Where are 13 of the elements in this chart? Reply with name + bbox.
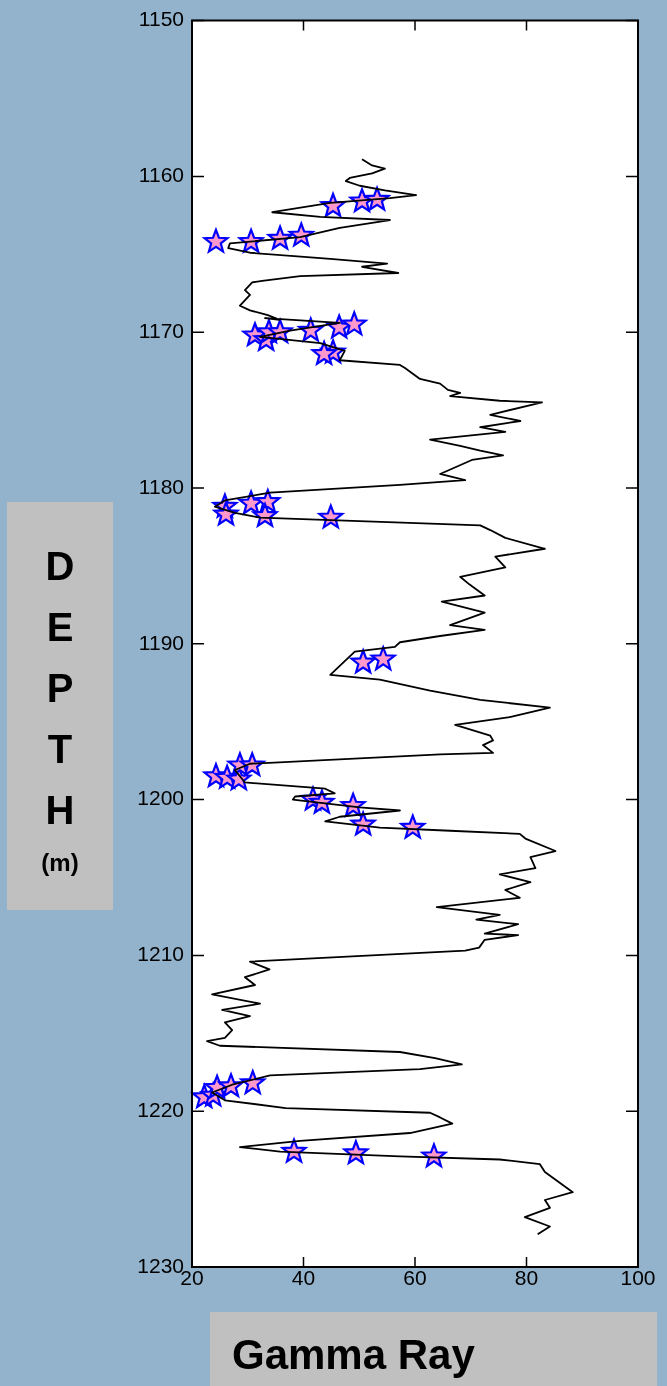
- y-tick-label: 1170: [138, 319, 184, 342]
- x-tick-label: 40: [291, 1266, 316, 1290]
- y-tick-label: 1200: [137, 786, 184, 810]
- y-tick-label: 1160: [138, 163, 184, 187]
- y-tick-label: 1220: [137, 1098, 184, 1121]
- x-tick-label: 60: [403, 1266, 427, 1290]
- x-axis-title: Gamma Ray: [210, 1312, 657, 1386]
- y-tick-label: 1150: [138, 7, 184, 31]
- x-tick-label: 80: [514, 1266, 539, 1290]
- y-axis-title: DEPTH (m): [41, 542, 79, 877]
- y-tick-label: 1210: [137, 942, 184, 966]
- y-tick-label: 1190: [138, 630, 184, 654]
- y-tick-label: 1180: [138, 474, 184, 498]
